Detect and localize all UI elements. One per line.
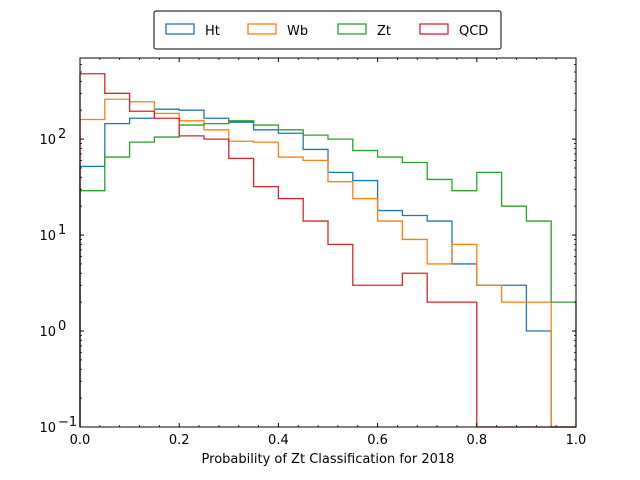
legend-box	[153, 10, 502, 50]
legend-label-qcd: QCD	[459, 24, 488, 39]
legend-swatch-wb	[247, 23, 277, 35]
x-axis-label: Probability of Zt Classification for 201…	[202, 452, 455, 467]
x-tick-label: 0.2	[169, 433, 190, 448]
legend: Ht Wb Zt QCD	[153, 10, 502, 50]
x-tick-label: 0.8	[466, 433, 487, 448]
plot-frame	[79, 57, 577, 428]
y-tick-label: 10	[39, 421, 56, 436]
series-layer	[79, 73, 577, 428]
x-tick-label: 0.4	[268, 433, 289, 448]
legend-label-wb: Wb	[287, 24, 308, 39]
legend-label-ht: Ht	[205, 24, 220, 39]
x-tick-label: 0.6	[367, 433, 388, 448]
legend-swatch-qcd	[419, 23, 449, 35]
y-tick-exponent: 0	[58, 319, 66, 334]
legend-swatch-ht	[165, 23, 195, 35]
y-tick-exponent: 1	[58, 223, 66, 238]
x-tick-label: 0.0	[70, 433, 91, 448]
y-tick-exponent: −1	[58, 415, 77, 430]
legend-swatch-zt	[337, 23, 367, 35]
legend-items: Ht Wb Zt QCD	[165, 23, 488, 39]
x-tick-label: 1.0	[566, 433, 587, 448]
y-tick-label: 10	[39, 325, 56, 340]
series-zt-step	[79, 120, 577, 427]
y-tick-label: 10	[39, 229, 56, 244]
y-tick-exponent: 2	[58, 127, 66, 142]
legend-label-zt: Zt	[377, 24, 391, 39]
series-wb-step	[79, 98, 576, 428]
y-tick-label: 10	[39, 133, 56, 148]
series-qcd-step	[79, 73, 576, 428]
